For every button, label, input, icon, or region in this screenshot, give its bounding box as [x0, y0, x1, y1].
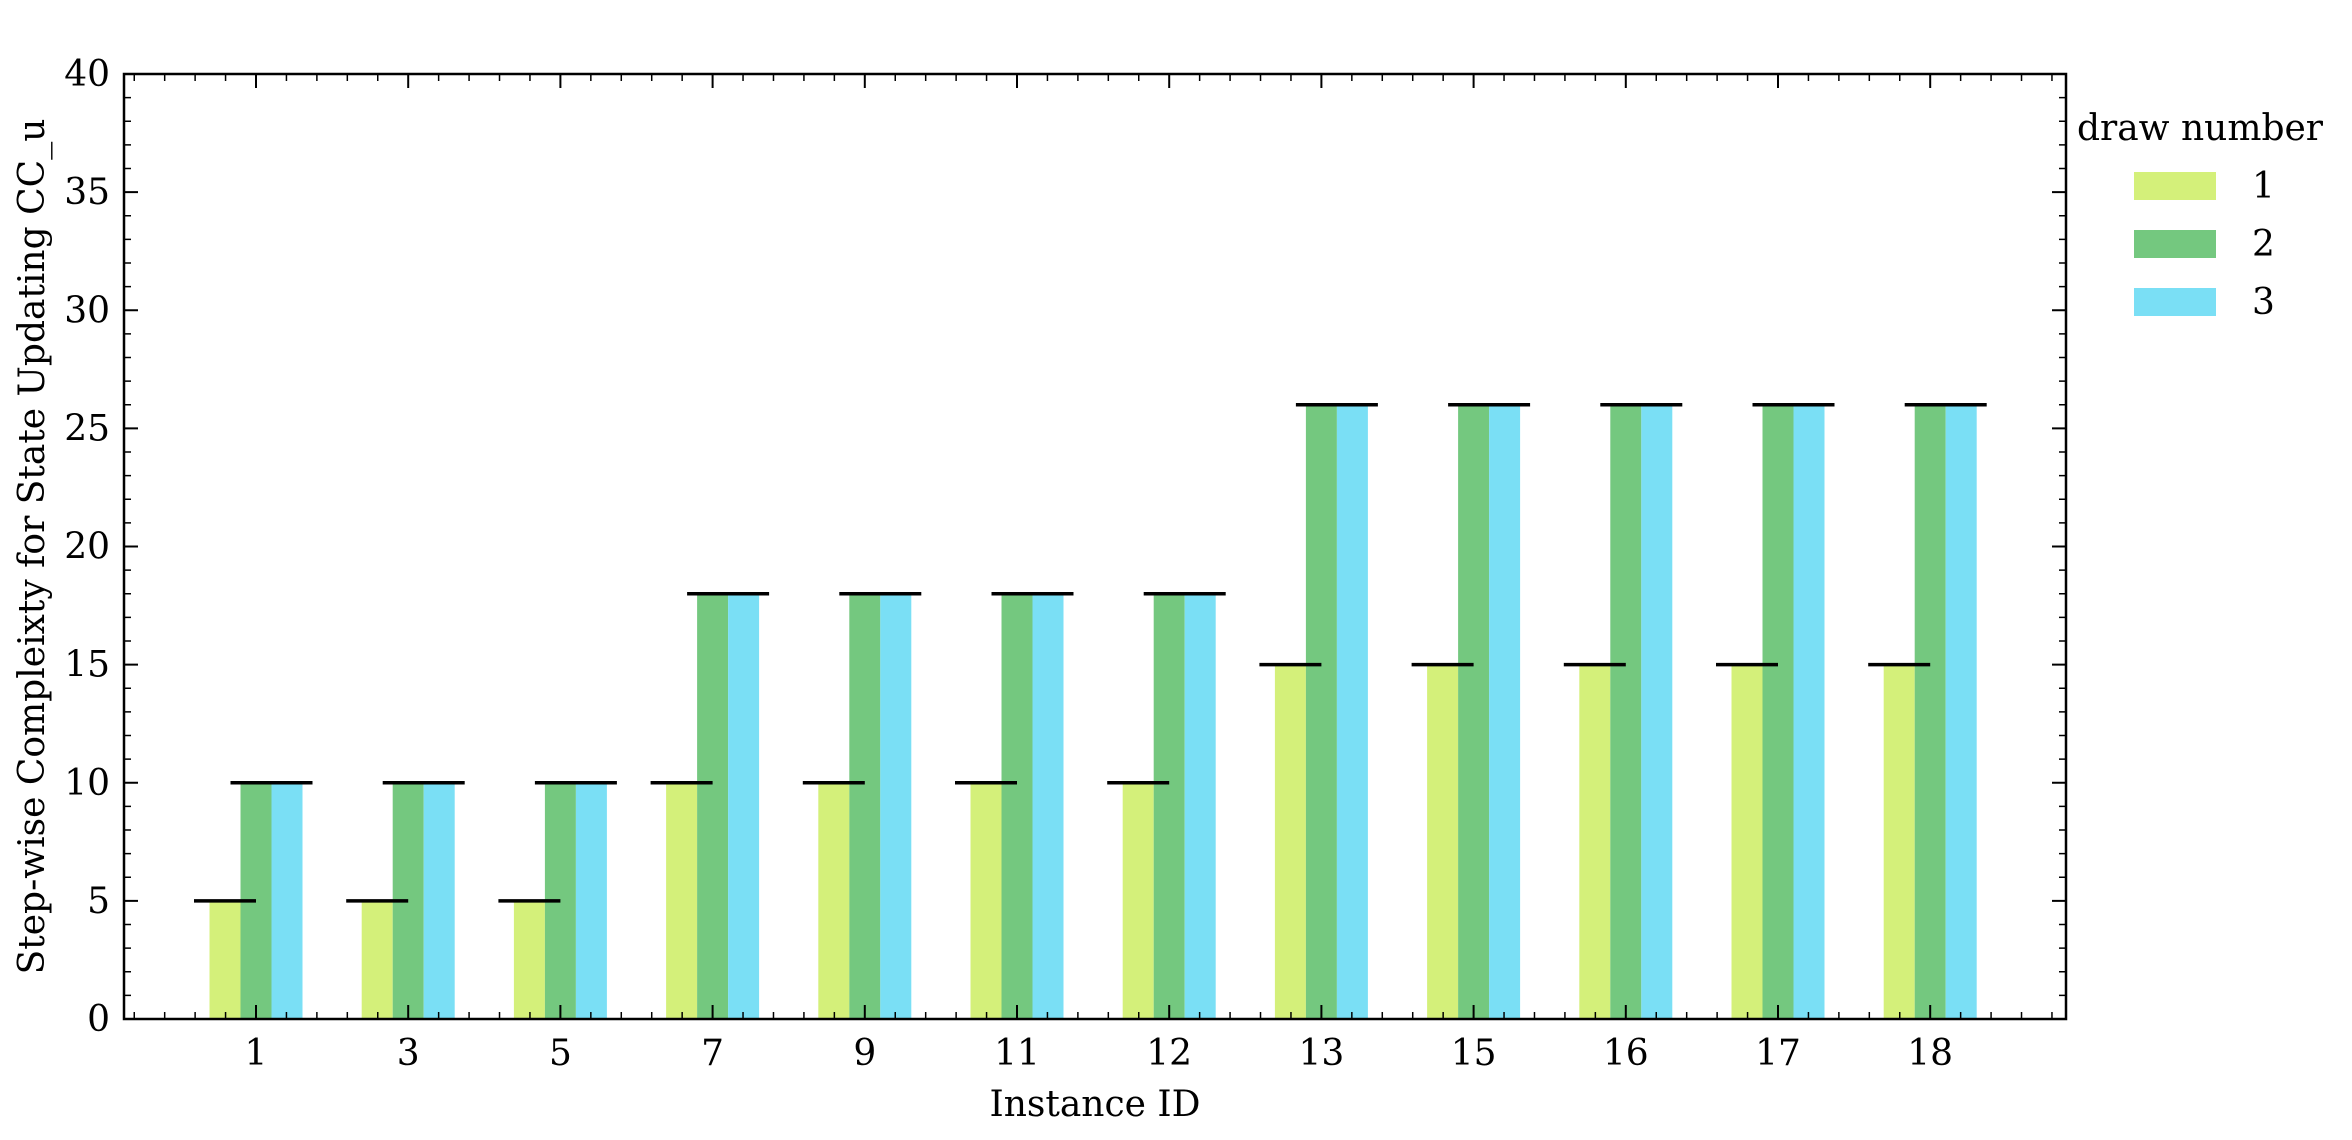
value-caps-layer [194, 403, 1987, 903]
bar-11-series-1 [970, 782, 1002, 1019]
legend-swatch-1 [2134, 172, 2216, 200]
bar-17-series-2 [1762, 404, 1794, 1019]
bar-18-series-3 [1945, 404, 1977, 1019]
bar-11-series-2 [1001, 593, 1033, 1019]
bar-5-series-3 [575, 782, 607, 1019]
bar-12-series-3 [1184, 593, 1216, 1019]
bar-9-series-2 [849, 593, 881, 1019]
bar-9-series-3 [880, 593, 912, 1019]
bar-1-series-1 [209, 900, 241, 1019]
bar-3-series-3 [423, 782, 455, 1019]
y-tick-label: 0 [87, 999, 110, 1040]
x-tick-label: 5 [549, 1033, 572, 1074]
bar-1-series-3 [271, 782, 303, 1019]
bar-17-series-3 [1793, 404, 1825, 1019]
bar-3-series-1 [361, 900, 393, 1019]
legend-swatch-3 [2134, 288, 2216, 316]
bar-12-series-2 [1153, 593, 1185, 1019]
bar-18-series-1 [1883, 664, 1915, 1019]
bar-7-series-3 [728, 593, 760, 1019]
x-tick-label: 13 [1298, 1033, 1344, 1074]
legend: draw number 1 2 3 [2077, 108, 2324, 323]
bar-15-series-2 [1458, 404, 1490, 1019]
y-tick-label: 30 [64, 290, 110, 331]
bar-15-series-1 [1427, 664, 1459, 1019]
x-tick-label: 16 [1603, 1033, 1649, 1074]
y-tick-label: 40 [64, 54, 110, 95]
x-tick-label: 12 [1146, 1033, 1192, 1074]
x-tick-label: 11 [994, 1033, 1040, 1074]
bar-16-series-2 [1610, 404, 1642, 1019]
y-tick-label: 10 [64, 763, 110, 804]
bar-13-series-2 [1305, 404, 1337, 1019]
y-axis-label: Step-wise Compleixty for State Updating … [12, 119, 53, 975]
x-tick-label: 17 [1755, 1033, 1801, 1074]
bar-17-series-1 [1731, 664, 1763, 1019]
bar-13-series-1 [1274, 664, 1306, 1019]
y-tick-label: 25 [64, 408, 110, 449]
ticks-layer [124, 73, 2066, 1020]
y-tick-label: 35 [64, 172, 110, 213]
bar-12-series-1 [1122, 782, 1154, 1019]
legend-label-2: 2 [2252, 224, 2275, 265]
y-tick-label: 20 [64, 527, 110, 568]
bar-16-series-1 [1579, 664, 1611, 1019]
bar-11-series-3 [1032, 593, 1064, 1019]
bars-layer [209, 404, 1977, 1019]
bar-7-series-1 [666, 782, 698, 1019]
legend-title: draw number [2077, 108, 2324, 149]
x-tick-label: 1 [245, 1033, 268, 1074]
legend-label-1: 1 [2252, 166, 2275, 207]
y-tick-label: 5 [87, 881, 110, 922]
bar-15-series-3 [1489, 404, 1521, 1019]
bar-5-series-1 [513, 900, 545, 1019]
legend-swatch-2 [2134, 230, 2216, 258]
y-tick-label: 15 [64, 645, 110, 686]
x-tick-label: 15 [1451, 1033, 1497, 1074]
x-tick-label: 3 [397, 1033, 420, 1074]
bar-18-series-2 [1914, 404, 1946, 1019]
x-axis-label: Instance ID [990, 1084, 1201, 1125]
bar-16-series-3 [1641, 404, 1673, 1019]
x-tick-label: 7 [701, 1033, 724, 1074]
bar-13-series-3 [1336, 404, 1368, 1019]
legend-label-3: 3 [2252, 282, 2275, 323]
legend-items: 1 2 3 [2134, 166, 2275, 323]
x-tick-label: 9 [853, 1033, 876, 1074]
bar-9-series-1 [818, 782, 850, 1019]
x-tick-label: 18 [1907, 1033, 1953, 1074]
bar-7-series-2 [697, 593, 729, 1019]
